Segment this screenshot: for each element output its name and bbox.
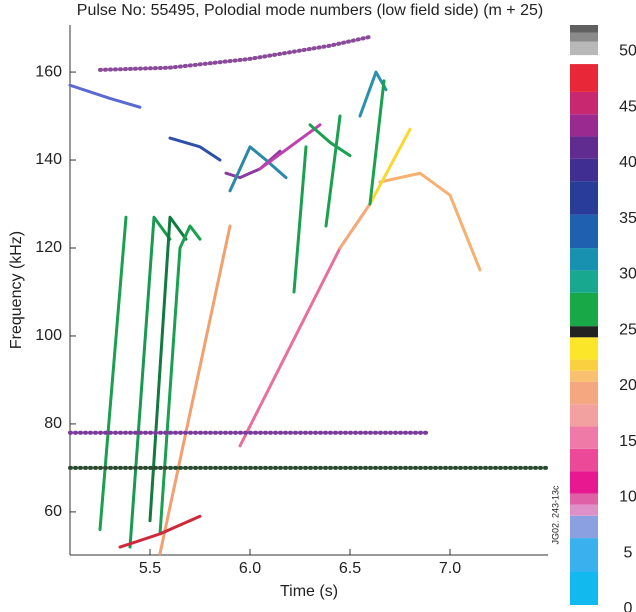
colorbar-segment	[570, 270, 598, 293]
colorbar-segment	[570, 426, 598, 449]
colorbar-segment	[570, 337, 598, 360]
colorbar-tick-label: 30	[619, 266, 636, 283]
colorbar-segment	[570, 292, 598, 327]
y-axis-label: Frequency (kHz)	[8, 231, 25, 349]
colorbar-segment	[570, 370, 598, 382]
mode-trace	[368, 79, 386, 206]
mode-trace	[158, 224, 232, 556]
colorbar-tick-label: 40	[619, 154, 636, 171]
colorbar-segment	[570, 114, 598, 137]
mode-trace	[228, 145, 288, 193]
colorbar-tick-label: 45	[619, 98, 636, 115]
colorbar-segment	[570, 448, 598, 472]
chart-title: Pulse No: 55495, Polodial mode numbers (…	[77, 2, 543, 19]
mode-trace	[258, 123, 322, 171]
y-tick-label: 80	[44, 415, 62, 432]
colorbar-segment	[570, 326, 598, 338]
colorbar-segment	[570, 404, 598, 427]
colorbar-segment	[570, 91, 598, 115]
colorbar-segment	[570, 248, 598, 271]
colorbar-segment	[570, 32, 598, 42]
colorbar-segment	[570, 381, 598, 405]
colorbar-segment	[570, 504, 598, 516]
mode-trace	[368, 127, 412, 206]
x-tick-label: 7.0	[439, 560, 461, 577]
colorbar-tick-label: 5	[624, 544, 633, 561]
mode-trace	[148, 215, 188, 523]
mode-trace	[158, 224, 202, 536]
mode-trace	[238, 246, 342, 448]
colorbar-segment	[570, 64, 598, 92]
colorbar-tick-label: 20	[619, 377, 636, 394]
mode-trace	[98, 215, 128, 531]
colorbar-tick-label: 15	[619, 433, 636, 450]
colorbar-segment	[570, 181, 598, 215]
mode-trace	[308, 123, 352, 158]
colorbar-segment	[570, 493, 598, 505]
y-tick-label: 60	[44, 503, 62, 520]
colorbar-segment	[570, 471, 598, 494]
colorbar-segment	[570, 538, 598, 572]
mode-trace	[168, 136, 222, 162]
mode-trace	[128, 215, 172, 549]
annotation: JG02. 243-13c	[550, 485, 560, 545]
colorbar-segment	[570, 158, 598, 182]
x-tick-label: 6.0	[239, 560, 261, 577]
x-tick-label: 5.5	[139, 560, 161, 577]
colorbar-segment	[570, 515, 598, 539]
colorbar-tick-label: 50	[619, 43, 636, 60]
colorbar-segment	[570, 571, 598, 605]
colorbar-segment	[570, 55, 598, 65]
x-axis-label: Time (s)	[280, 583, 338, 600]
colorbar-tick-label: 25	[619, 321, 636, 338]
colorbar-segment	[570, 214, 598, 249]
y-tick-label: 100	[35, 327, 62, 344]
colorbar-tick-label: 35	[619, 210, 636, 227]
mode-trace	[324, 114, 342, 228]
mode-trace	[68, 83, 142, 109]
colorbar-segment	[570, 136, 598, 159]
y-tick-label: 140	[35, 151, 62, 168]
x-tick-label: 6.5	[339, 560, 361, 577]
mode-trace	[118, 514, 202, 549]
colorbar-tick-label: 10	[619, 489, 636, 506]
colorbar-segment	[570, 25, 598, 33]
mode-trace	[378, 171, 482, 272]
y-tick-label: 120	[35, 239, 62, 256]
colorbar-tick-label: 0	[624, 600, 633, 612]
colorbar-segment	[570, 41, 598, 56]
colorbar-segment	[570, 359, 598, 371]
mode-trace	[338, 202, 372, 250]
y-tick-label: 160	[35, 63, 62, 80]
mode-trace	[292, 145, 308, 294]
mode-trace	[98, 34, 372, 72]
